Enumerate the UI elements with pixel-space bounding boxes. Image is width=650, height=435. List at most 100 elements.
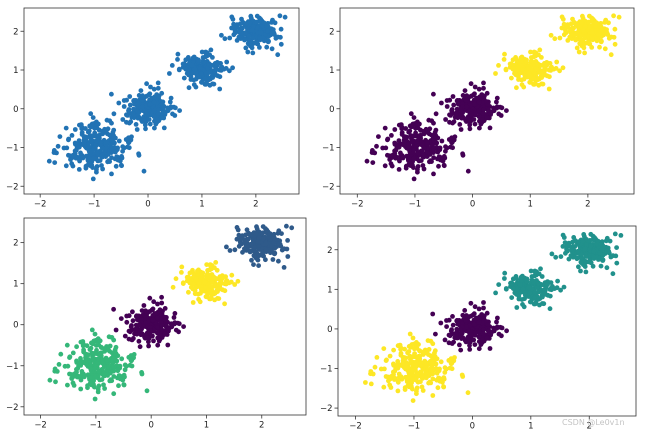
data-point [425, 139, 430, 145]
data-point [444, 318, 449, 323]
data-point [431, 145, 437, 151]
data-point [126, 354, 132, 360]
data-point [425, 128, 431, 134]
data-point [438, 359, 444, 365]
data-point [147, 121, 153, 127]
y-tick-label: −1 [322, 144, 335, 154]
data-point [269, 46, 275, 52]
data-point [397, 343, 403, 348]
data-point [471, 317, 477, 323]
data-point [176, 66, 182, 72]
data-point [111, 364, 117, 369]
data-point [476, 329, 482, 335]
data-point [214, 267, 220, 273]
data-point [442, 370, 448, 375]
data-point [370, 160, 376, 166]
data-point [391, 347, 396, 353]
data-point [88, 138, 94, 144]
data-point [155, 80, 161, 86]
data-point [579, 252, 584, 257]
y-tick-label: 1 [13, 66, 18, 76]
data-point [581, 232, 587, 237]
data-point [128, 358, 134, 364]
data-point [271, 240, 277, 246]
data-point [133, 314, 139, 319]
data-point [387, 353, 393, 359]
data-point [484, 335, 490, 341]
data-point [186, 85, 192, 91]
data-point [528, 49, 533, 55]
data-point [249, 27, 255, 33]
data-point [211, 282, 217, 288]
data-point [81, 140, 87, 145]
data-point [224, 244, 229, 250]
data-point [217, 74, 223, 80]
data-point [476, 114, 482, 120]
data-point [560, 244, 566, 249]
x-tick-label: −1 [88, 200, 101, 210]
data-point [407, 331, 413, 337]
data-point [240, 249, 245, 255]
data-point [150, 317, 156, 323]
data-point [502, 51, 507, 57]
data-point [155, 325, 160, 330]
data-point [92, 331, 98, 337]
data-point [503, 66, 509, 72]
data-point [589, 45, 595, 50]
data-point [558, 254, 564, 259]
data-point [614, 245, 619, 251]
data-point [385, 136, 391, 142]
data-point [222, 36, 228, 42]
data-point [494, 319, 499, 325]
data-point [421, 145, 427, 151]
y-tick-label: 2 [329, 27, 334, 37]
data-point [476, 334, 482, 340]
cluster-3 [493, 47, 566, 92]
data-point [466, 118, 471, 124]
data-point [539, 274, 545, 279]
data-point [562, 240, 568, 246]
data-point [88, 380, 94, 386]
data-point [254, 25, 260, 30]
data-point [374, 355, 380, 360]
data-point [472, 121, 478, 127]
data-point [256, 247, 262, 253]
data-point [410, 377, 416, 382]
y-tick-label: −2 [320, 404, 333, 414]
scatter-panel-3: −2 −1 0 1 2 −2 −1 0 1 2 [6, 217, 307, 431]
data-point [612, 41, 618, 47]
data-point [448, 328, 454, 334]
data-point [496, 282, 502, 287]
data-point [211, 291, 217, 297]
data-point [231, 21, 237, 27]
data-point [181, 324, 187, 329]
data-point [387, 382, 393, 388]
data-point [156, 107, 161, 112]
data-point [222, 281, 228, 287]
data-point [105, 357, 111, 363]
data-point [579, 260, 584, 266]
data-point [600, 257, 606, 263]
data-point [190, 55, 196, 61]
data-point [563, 30, 569, 35]
data-point [457, 122, 463, 127]
data-point [370, 148, 375, 153]
data-point [442, 365, 448, 371]
data-point [125, 144, 130, 150]
data-point [246, 33, 252, 39]
data-point [181, 75, 187, 81]
data-point [63, 125, 69, 131]
data-point [263, 257, 268, 263]
data-point [599, 247, 605, 253]
data-point [95, 356, 101, 362]
data-point [196, 57, 201, 63]
data-point [187, 270, 193, 276]
data-point [143, 126, 148, 132]
x-tick-label: −2 [351, 200, 364, 210]
cluster-3 [170, 260, 241, 307]
data-point [202, 54, 208, 60]
data-point [387, 157, 393, 162]
data-point [116, 138, 122, 144]
data-point [444, 98, 450, 103]
data-point [78, 150, 83, 156]
